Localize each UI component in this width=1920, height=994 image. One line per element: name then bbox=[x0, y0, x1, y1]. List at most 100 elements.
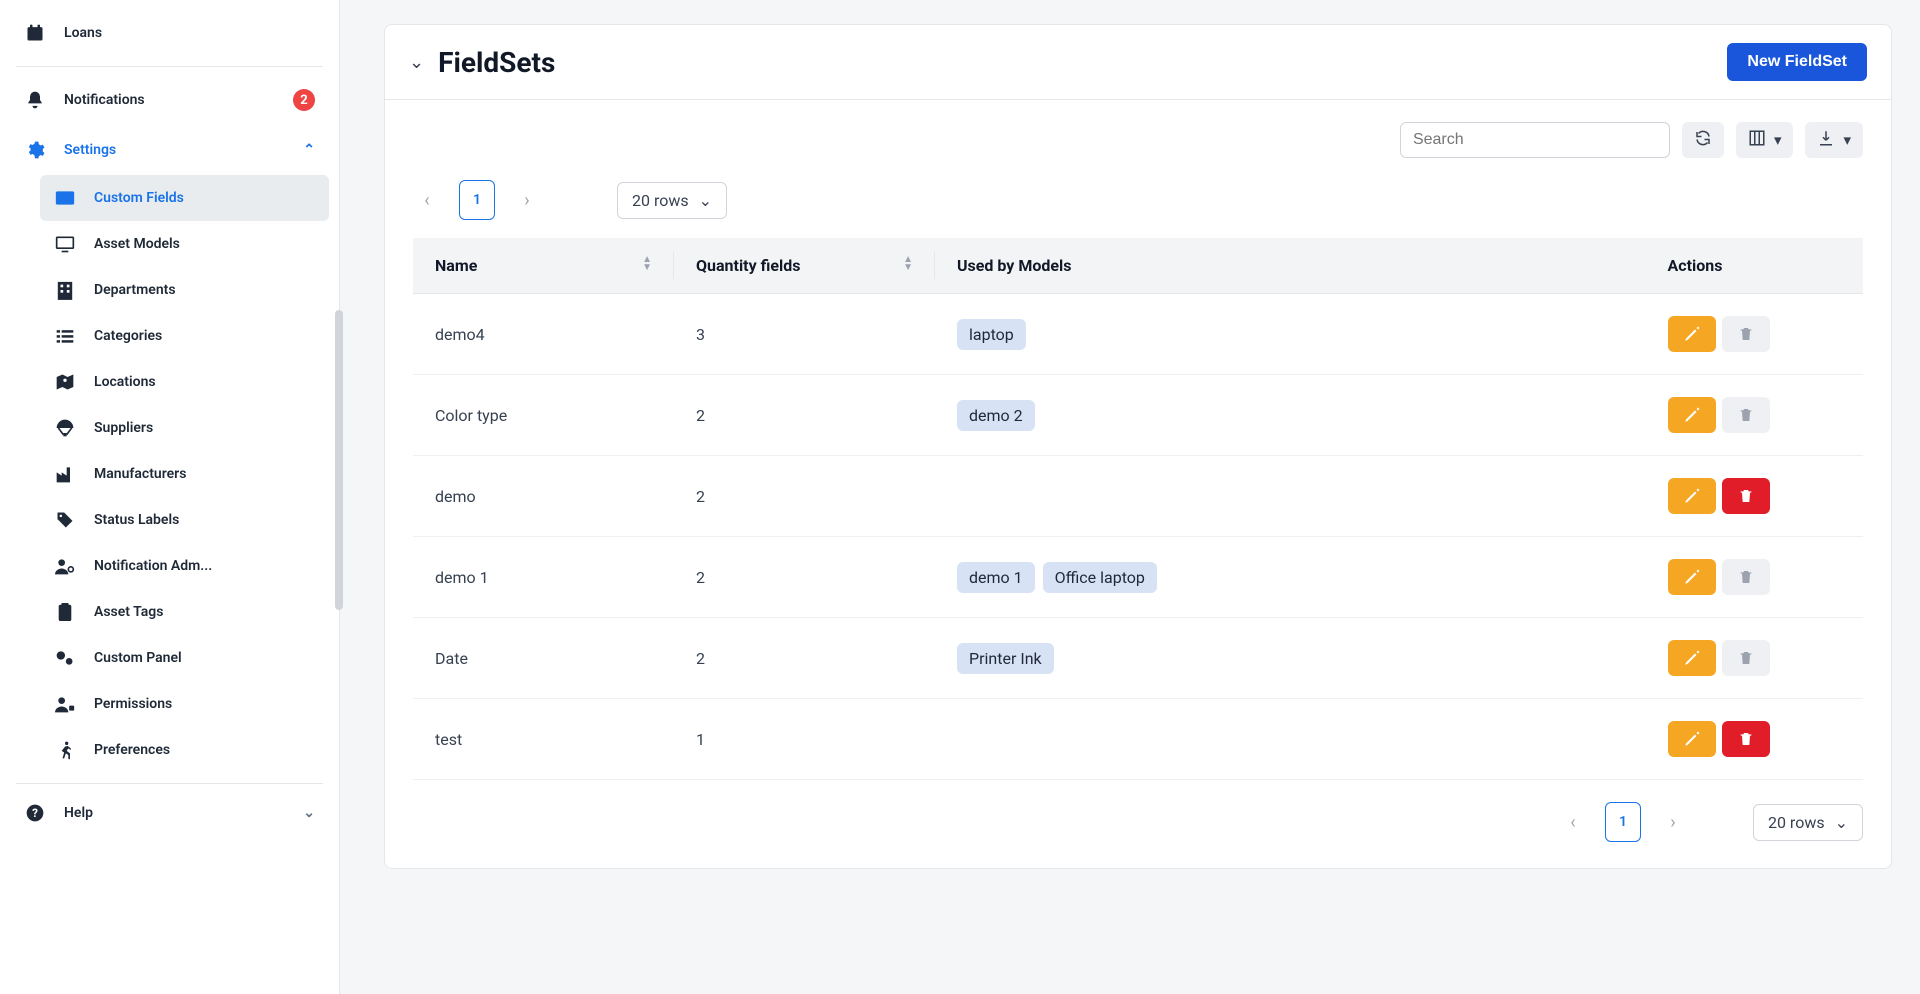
sidebar-item-settings[interactable]: Settings ⌃ bbox=[10, 125, 329, 175]
table-row: test1 bbox=[413, 699, 1863, 780]
col-name[interactable]: Name ▲▼ bbox=[413, 238, 674, 294]
sidebar-item-label: Custom Fields bbox=[94, 190, 184, 206]
cell-qty: 1 bbox=[674, 699, 935, 780]
pager-prev[interactable]: ‹ bbox=[1559, 808, 1587, 836]
sidebar-item-label: Departments bbox=[94, 282, 176, 298]
edit-button[interactable] bbox=[1668, 721, 1716, 757]
building-icon bbox=[54, 279, 76, 301]
rows-per-page-select[interactable]: 20 rows ⌄ bbox=[1753, 804, 1863, 841]
model-tag[interactable]: laptop bbox=[957, 319, 1026, 350]
edit-button[interactable] bbox=[1668, 316, 1716, 352]
help-icon: ? bbox=[24, 802, 46, 824]
table-row: Color type2demo 2 bbox=[413, 375, 1863, 456]
pager-next[interactable]: › bbox=[513, 186, 541, 214]
cell-actions bbox=[1646, 537, 1864, 618]
model-tag[interactable]: Office laptop bbox=[1043, 562, 1157, 593]
gear-icon bbox=[24, 139, 46, 161]
bell-icon bbox=[24, 89, 46, 111]
sort-icon: ▲▼ bbox=[903, 256, 913, 272]
model-tag[interactable]: demo 2 bbox=[957, 400, 1035, 431]
tag-icon bbox=[54, 509, 76, 531]
sidebar-item-label: Status Labels bbox=[94, 512, 179, 528]
columns-icon bbox=[1748, 129, 1766, 151]
model-tag[interactable]: demo 1 bbox=[957, 562, 1035, 593]
sidebar-item-asset-models[interactable]: Asset Models bbox=[40, 221, 329, 267]
pager-next[interactable]: › bbox=[1659, 808, 1687, 836]
cell-qty: 2 bbox=[674, 618, 935, 699]
caret-down-icon: ▾ bbox=[1843, 131, 1851, 149]
panel-title: FieldSets bbox=[438, 46, 555, 79]
new-fieldset-button[interactable]: New FieldSet bbox=[1727, 43, 1867, 81]
cell-models: demo 1 Office laptop bbox=[935, 537, 1646, 618]
sidebar-item-status-labels[interactable]: Status Labels bbox=[40, 497, 329, 543]
chevron-up-icon: ⌃ bbox=[303, 142, 315, 158]
sidebar-item-custom-fields[interactable]: Custom Fields bbox=[40, 175, 329, 221]
export-button[interactable]: ▾ bbox=[1805, 122, 1863, 158]
pager-top: ‹ 1 › 20 rows ⌄ bbox=[385, 158, 1891, 238]
edit-button[interactable] bbox=[1668, 559, 1716, 595]
sidebar-item-loans[interactable]: Loans bbox=[10, 8, 329, 58]
sidebar-item-label: Asset Tags bbox=[94, 604, 163, 620]
cell-actions bbox=[1646, 375, 1864, 456]
parachute-icon bbox=[54, 417, 76, 439]
sidebar-item-label: Custom Panel bbox=[94, 650, 182, 666]
edit-button[interactable] bbox=[1668, 397, 1716, 433]
cell-actions bbox=[1646, 456, 1864, 537]
panel-header: ⌄ FieldSets New FieldSet bbox=[385, 25, 1891, 100]
sidebar-item-suppliers[interactable]: Suppliers bbox=[40, 405, 329, 451]
sidebar-item-notifications[interactable]: Notifications 2 bbox=[10, 75, 329, 125]
search-input[interactable] bbox=[1400, 122, 1670, 158]
caret-down-icon: ⌄ bbox=[699, 191, 712, 210]
sidebar-item-label: Permissions bbox=[94, 696, 172, 712]
sidebar-item-asset-tags[interactable]: Asset Tags bbox=[40, 589, 329, 635]
sidebar-item-label: Locations bbox=[94, 374, 156, 390]
sidebar-item-notification-admin[interactable]: Notification Adm... bbox=[40, 543, 329, 589]
chevron-down-icon: ⌄ bbox=[303, 805, 315, 821]
sort-icon: ▲▼ bbox=[642, 256, 652, 272]
download-icon bbox=[1817, 129, 1835, 151]
sidebar-item-label: Notifications bbox=[64, 92, 145, 108]
refresh-icon bbox=[1694, 129, 1712, 151]
edit-button[interactable] bbox=[1668, 640, 1716, 676]
delete-button[interactable] bbox=[1722, 478, 1770, 514]
sidebar-item-custom-panel[interactable]: Custom Panel bbox=[40, 635, 329, 681]
sidebar-item-label: Loans bbox=[64, 25, 102, 41]
sidebar-item-preferences[interactable]: Preferences bbox=[40, 727, 329, 773]
caret-down-icon: ▾ bbox=[1774, 131, 1782, 149]
sidebar-item-departments[interactable]: Departments bbox=[40, 267, 329, 313]
svg-text:?: ? bbox=[32, 806, 38, 820]
user-lock-icon bbox=[54, 693, 76, 715]
cell-name: demo 1 bbox=[413, 537, 674, 618]
sidebar-item-label: Preferences bbox=[94, 742, 170, 758]
cell-qty: 2 bbox=[674, 456, 935, 537]
page-current[interactable]: 1 bbox=[459, 180, 495, 220]
table-toolbar: ▾ ▾ bbox=[385, 100, 1891, 158]
notifications-badge: 2 bbox=[293, 89, 315, 111]
map-pin-icon bbox=[54, 371, 76, 393]
col-qty[interactable]: Quantity fields ▲▼ bbox=[674, 238, 935, 294]
cell-models bbox=[935, 456, 1646, 537]
sidebar-item-locations[interactable]: Locations bbox=[40, 359, 329, 405]
sidebar-item-label: Categories bbox=[94, 328, 162, 344]
calendar-icon bbox=[24, 22, 46, 44]
pager-prev[interactable]: ‹ bbox=[413, 186, 441, 214]
sidebar: Loans Notifications 2 Settings ⌃ Custom … bbox=[0, 0, 340, 994]
columns-button[interactable]: ▾ bbox=[1736, 122, 1794, 158]
cell-name: demo bbox=[413, 456, 674, 537]
refresh-button[interactable] bbox=[1682, 122, 1724, 158]
cell-name: demo4 bbox=[413, 294, 674, 375]
sidebar-item-manufacturers[interactable]: Manufacturers bbox=[40, 451, 329, 497]
table-row: Date2Printer Ink bbox=[413, 618, 1863, 699]
rows-per-page-select[interactable]: 20 rows ⌄ bbox=[617, 182, 727, 219]
collapse-toggle-icon[interactable]: ⌄ bbox=[409, 52, 424, 73]
sidebar-item-help[interactable]: ? Help ⌄ bbox=[10, 788, 329, 838]
user-gear-icon bbox=[54, 555, 76, 577]
running-icon bbox=[54, 739, 76, 761]
page-current[interactable]: 1 bbox=[1605, 802, 1641, 842]
sidebar-item-categories[interactable]: Categories bbox=[40, 313, 329, 359]
delete-button[interactable] bbox=[1722, 721, 1770, 757]
model-tag[interactable]: Printer Ink bbox=[957, 643, 1054, 674]
edit-button[interactable] bbox=[1668, 478, 1716, 514]
table-row: demo43laptop bbox=[413, 294, 1863, 375]
sidebar-item-permissions[interactable]: Permissions bbox=[40, 681, 329, 727]
